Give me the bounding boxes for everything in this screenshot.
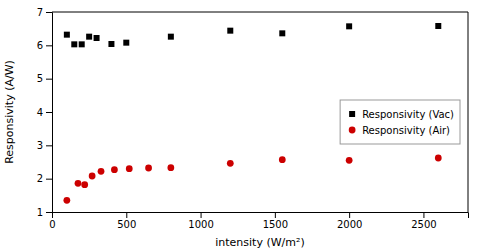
legend-label: Responsivity (Vac) <box>362 109 454 120</box>
tick-mark <box>46 212 52 213</box>
point <box>167 164 174 171</box>
point <box>63 197 70 204</box>
y-axis-tick: 1 <box>37 207 52 218</box>
point <box>145 165 152 172</box>
point <box>435 155 442 162</box>
legend-symbol <box>349 127 356 134</box>
point <box>94 35 100 41</box>
point <box>279 30 285 36</box>
tick-mark <box>46 45 52 46</box>
x-axis-line <box>53 213 469 219</box>
tick-label: 2000 <box>337 219 362 230</box>
x-axis-tick: 1000 <box>188 212 213 230</box>
y-axis: 1 2 3 4 5 6 7 <box>37 7 53 218</box>
frame <box>468 12 469 212</box>
point <box>75 180 82 187</box>
y-axis-tick: 7 <box>37 7 52 18</box>
point <box>111 166 118 173</box>
point <box>227 160 234 167</box>
tick-label: 3 <box>37 140 43 151</box>
y-axis-tick: 3 <box>37 140 52 151</box>
point <box>89 173 96 180</box>
tick-label: 0 <box>49 219 55 230</box>
point <box>346 157 353 164</box>
y-axis-tick: 6 <box>37 40 52 51</box>
x-axis-tick: 500 <box>117 212 136 230</box>
point <box>435 23 441 29</box>
tick-mark <box>349 212 350 218</box>
point <box>227 28 233 34</box>
tick-label: 6 <box>37 40 43 51</box>
tick-label: 1 <box>37 207 43 218</box>
tick-label: 2500 <box>411 219 436 230</box>
point <box>108 41 114 47</box>
plot: 0 500 1000 1500 2000 2500 1 2 3 4 5 6 7 Responsivity … <box>37 7 469 230</box>
tick-mark <box>126 212 127 218</box>
tick-label: 7 <box>37 7 43 18</box>
tick-mark <box>46 179 52 180</box>
legend-symbol <box>349 111 355 117</box>
x-axis-tick: 2500 <box>411 212 436 230</box>
point <box>64 32 70 38</box>
tick-mark <box>275 212 276 218</box>
point <box>279 156 286 163</box>
point <box>126 165 133 172</box>
series <box>64 23 441 47</box>
legend-label: Responsivity (Air) <box>362 125 450 136</box>
tick-label: 4 <box>37 107 43 118</box>
x-axis: 0 500 1000 1500 2000 2500 <box>49 212 468 230</box>
tick-label: 500 <box>117 219 136 230</box>
tick-label: 2 <box>37 173 43 184</box>
chart: 0 500 1000 1500 2000 2500 1 2 3 4 5 6 7 Responsivity … <box>0 0 482 252</box>
point <box>168 34 174 40</box>
legend: Responsivity (Vac) Responsivity (Air) <box>340 100 460 144</box>
tick-mark <box>423 212 424 218</box>
point <box>346 23 352 29</box>
tick-mark <box>46 145 52 146</box>
point <box>98 168 105 175</box>
y-axis-tick: 5 <box>37 73 52 84</box>
point <box>71 41 77 47</box>
y-axis-line <box>46 13 53 213</box>
x-axis-title: intensity (W/m²) <box>215 236 304 249</box>
point <box>86 34 92 40</box>
x-axis-tick: 2000 <box>337 212 362 230</box>
tick-mark <box>46 112 52 113</box>
point <box>81 181 88 188</box>
point <box>79 41 85 47</box>
y-axis-tick: 4 <box>37 107 52 118</box>
x-axis-tick: 1500 <box>263 212 288 230</box>
tick-label: 1000 <box>188 219 213 230</box>
tick-label: 5 <box>37 73 43 84</box>
series <box>63 155 441 204</box>
y-axis-title: Responsivity (A/W) <box>3 60 16 164</box>
tick-mark <box>46 12 52 13</box>
frame <box>52 12 468 13</box>
tick-mark <box>201 212 202 218</box>
y-axis-tick: 2 <box>37 173 52 184</box>
tick-label: 1500 <box>263 219 288 230</box>
point <box>123 40 129 46</box>
x-axis-tick: 0 <box>49 212 55 230</box>
legend-box <box>340 100 460 144</box>
tick-mark <box>46 79 52 80</box>
